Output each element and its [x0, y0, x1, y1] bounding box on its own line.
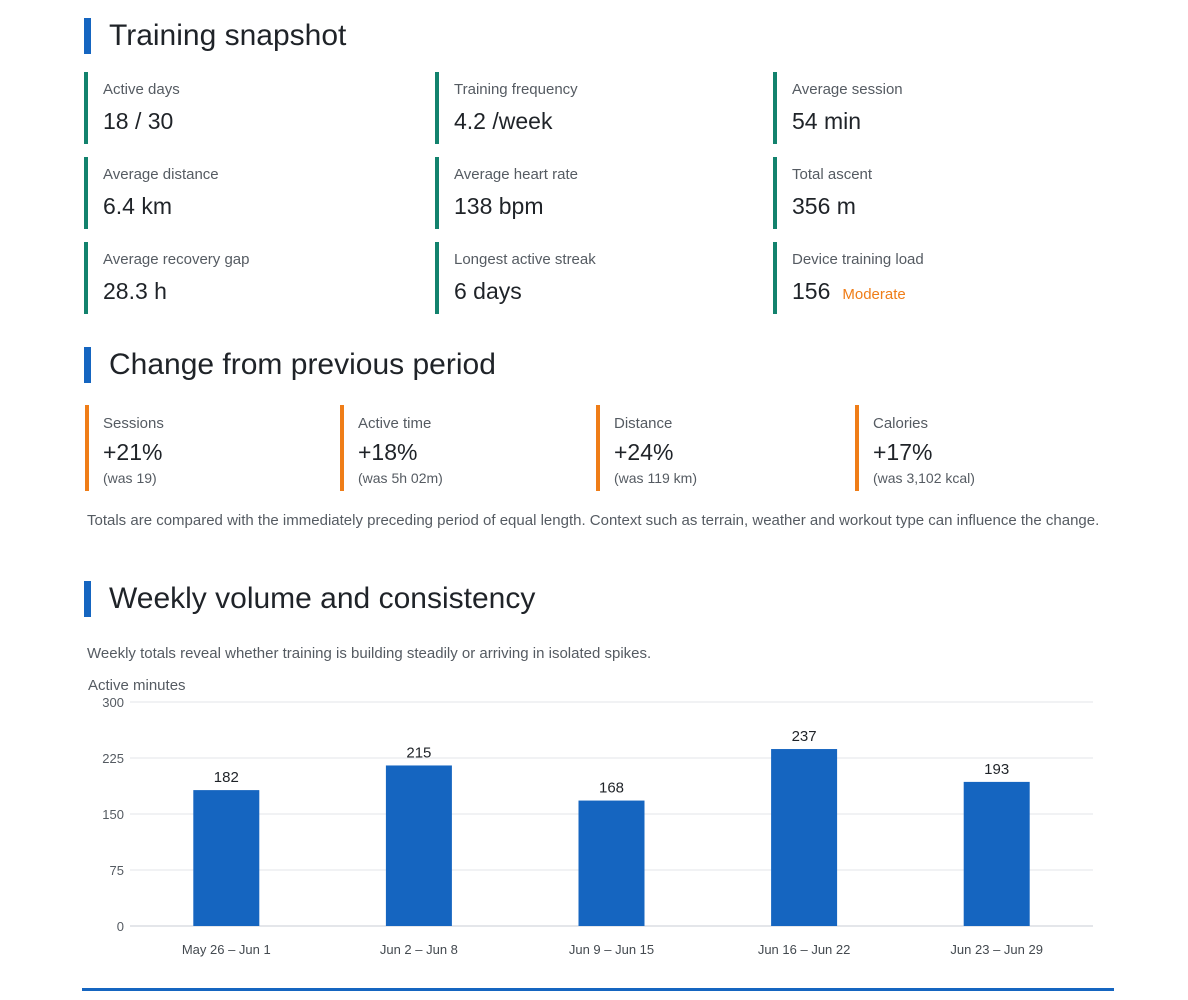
change-label: Distance [614, 415, 673, 432]
change-value: +21% [103, 439, 163, 465]
metric-label: Training frequency [454, 81, 578, 98]
metric-value: 54 min [792, 108, 862, 134]
y-tick-label: 0 [117, 919, 124, 934]
snapshot-title: Training snapshot [84, 18, 346, 54]
change-value: +24% [614, 439, 674, 465]
change-previous: (was 119 km) [614, 470, 697, 486]
section-accent-bar [84, 347, 91, 383]
change-title-text: Change from previous period [109, 348, 496, 381]
change-distance: Distance +24% (was 119 km) [596, 405, 826, 491]
y-tick-label: 225 [102, 751, 124, 766]
bar [963, 781, 1030, 926]
metric-value: 28.3 h [103, 278, 167, 304]
metric-value: 156 Moderate [792, 278, 906, 305]
y-tick-label: 75 [110, 863, 124, 878]
change-label: Active time [358, 415, 432, 432]
metric-value: 356 m [792, 193, 856, 219]
change-active-time: Active time +18% (was 5h 02m) [340, 405, 570, 491]
section-accent-bar [84, 18, 91, 54]
change-calories: Calories +17% (was 3,102 kcal) [855, 405, 1085, 491]
metric-label: Average session [792, 81, 903, 98]
change-sessions: Sessions +21% (was 19) [85, 405, 315, 491]
metric-average-distance: Average distance 6.4 km [84, 157, 384, 229]
snapshot-title-text: Training snapshot [109, 19, 347, 52]
metric-value-number: 156 [792, 278, 831, 304]
y-axis-title: Active minutes [88, 677, 186, 694]
bar-value-label: 182 [214, 769, 239, 786]
x-tick-label: Jun 9 – Jun 15 [569, 942, 654, 957]
metric-label: Total ascent [792, 166, 873, 183]
change-label: Calories [873, 415, 929, 432]
bar-value-label: 168 [599, 780, 624, 797]
metric-label: Average heart rate [454, 166, 578, 183]
bar [578, 800, 645, 926]
section-accent-bar [84, 581, 91, 617]
bar [385, 765, 452, 926]
metric-label: Longest active streak [454, 251, 596, 268]
x-tick-label: Jun 2 – Jun 8 [380, 942, 458, 957]
metric-average-recovery-gap: Average recovery gap 28.3 h [84, 242, 384, 314]
bar-value-label: 215 [406, 744, 431, 761]
y-tick-label: 150 [102, 807, 124, 822]
change-title: Change from previous period [84, 347, 496, 383]
bar [193, 790, 260, 926]
metric-total-ascent: Total ascent 356 m [773, 157, 1073, 229]
metric-average-session: Average session 54 min [773, 72, 1073, 144]
x-tick-label: Jun 23 – Jun 29 [950, 942, 1043, 957]
metric-value: 18 / 30 [103, 108, 174, 134]
x-tick-label: May 26 – Jun 1 [182, 942, 271, 957]
metric-training-frequency: Training frequency 4.2 /week [435, 72, 735, 144]
metric-active-days: Active days 18 / 30 [84, 72, 384, 144]
metric-label: Active days [103, 81, 180, 98]
x-tick-label: Jun 16 – Jun 22 [758, 942, 851, 957]
change-value: +17% [873, 439, 933, 465]
bar-value-label: 237 [792, 728, 817, 745]
metric-device-training-load: Device training load 156 Moderate [773, 242, 1073, 314]
chart-description: Weekly totals reveal whether training is… [87, 645, 652, 662]
metric-longest-active-streak: Longest active streak 6 days [435, 242, 735, 314]
weekly-title: Weekly volume and consistency [84, 581, 535, 617]
change-label: Sessions [103, 415, 164, 432]
metric-average-heart-rate: Average heart rate 138 bpm [435, 157, 735, 229]
metric-label: Average distance [103, 166, 219, 183]
y-tick-label: 300 [102, 695, 124, 710]
change-value: +18% [358, 439, 418, 465]
training-load-status-badge: Moderate [842, 286, 906, 303]
metric-value: 6.4 km [103, 193, 173, 219]
weekly-title-text: Weekly volume and consistency [109, 582, 536, 615]
metric-label: Average recovery gap [103, 251, 250, 268]
change-previous: (was 3,102 kcal) [873, 470, 975, 486]
metric-value: 138 bpm [454, 193, 544, 219]
metric-value: 6 days [454, 278, 522, 304]
metric-value: 4.2 /week [454, 108, 553, 134]
change-previous: (was 19) [103, 470, 157, 486]
metric-label: Device training load [792, 251, 924, 268]
change-previous: (was 5h 02m) [358, 470, 443, 486]
comparison-note: Totals are compared with the immediately… [87, 512, 1100, 529]
bar [771, 749, 838, 926]
bar-value-label: 193 [984, 761, 1009, 778]
bottom-divider [82, 988, 1114, 991]
